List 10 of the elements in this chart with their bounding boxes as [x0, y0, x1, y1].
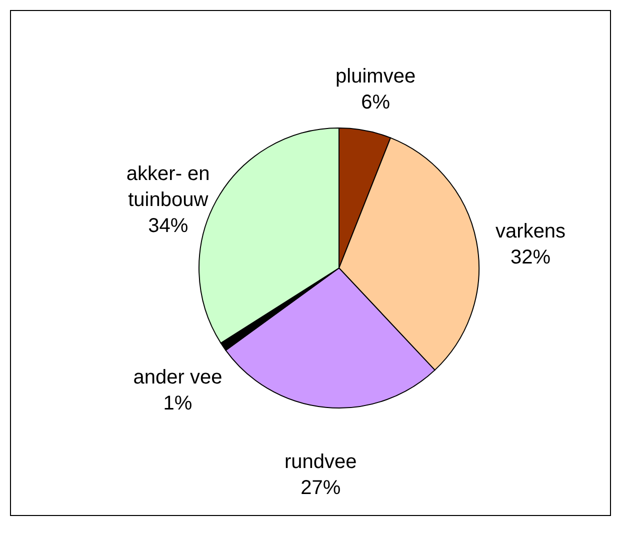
slice-label: rundvee — [284, 451, 357, 474]
slice-label: pluimvee — [336, 65, 416, 88]
slice-label: ander vee — [133, 366, 222, 389]
data-label: 32% — [510, 246, 551, 268]
slice-label: akker- en tuinbouw — [126, 163, 210, 212]
data-label: 27% — [300, 477, 341, 500]
data-label: 6% — [361, 91, 390, 114]
data-label: 34% — [148, 215, 188, 238]
slice-label: varkens — [496, 220, 566, 242]
data-label: 1% — [163, 392, 192, 415]
